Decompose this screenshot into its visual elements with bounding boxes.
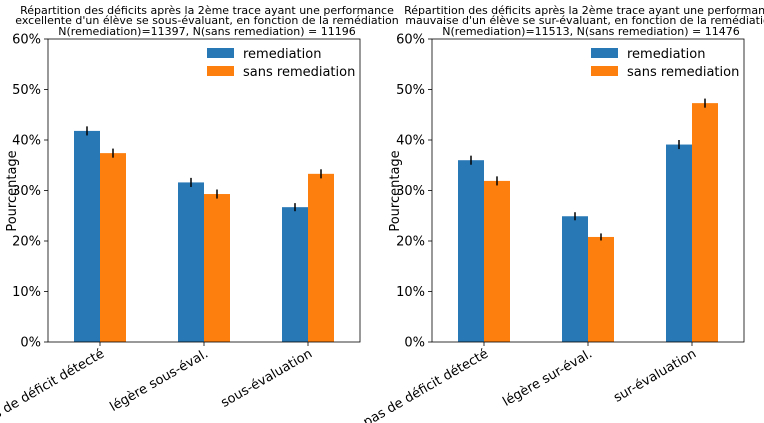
bar-remediation-2 <box>282 207 308 342</box>
x-tick-label: pas de déficit détecté <box>0 346 107 423</box>
bars-right <box>458 98 718 342</box>
y-tick-label: 60% <box>396 33 425 48</box>
y-tick-label: 50% <box>396 83 425 98</box>
y-tick-label: 0% <box>404 336 425 351</box>
x-tick-label: sur-évaluation <box>611 346 699 405</box>
y-tick-label: 50% <box>12 83 41 98</box>
bar-remediation-1 <box>562 216 588 342</box>
legend-label-remediation: remediation <box>243 47 321 62</box>
legend-label-remediation: remediation <box>627 47 705 62</box>
chart-title-line-1: Répartition des déficits après la 2ème t… <box>404 4 764 17</box>
y-tick-label: 10% <box>396 285 425 300</box>
legend-right: remediation sans remediation <box>591 47 739 80</box>
bar-sans-remediation-1 <box>204 194 230 342</box>
chart-title-line-2: excellente d'un élève se sous-évaluant, … <box>15 14 399 27</box>
chart-title-line-1: Répartition des déficits après la 2ème t… <box>20 4 394 17</box>
x-tick-label: sous-évaluation <box>218 346 315 410</box>
y-tick-label: 30% <box>12 184 41 199</box>
chart-title-line-2: mauvaise d'un élève se sur-évaluant, en … <box>405 14 764 27</box>
x-tick-label: légère sous-éval. <box>107 346 211 414</box>
bar-sans-remediation-2 <box>692 103 718 342</box>
legend-swatch-remediation <box>591 48 618 58</box>
bar-remediation-1 <box>178 182 204 342</box>
chart-right: Répartition des déficits après la 2ème t… <box>361 4 764 423</box>
x-tick-label: pas de déficit détecté <box>361 346 491 423</box>
bar-remediation-0 <box>74 130 100 342</box>
y-tick-label: 20% <box>12 235 41 250</box>
bar-sans-remediation-2 <box>308 173 334 342</box>
y-tick-label: 30% <box>396 184 425 199</box>
y-tick-label: 0% <box>20 336 41 351</box>
chart-left: Répartition des déficits après la 2ème t… <box>0 4 399 423</box>
x-tick-label: légère sur-éval. <box>500 346 595 409</box>
y-axis-label: Pourcentage <box>388 150 403 231</box>
bar-remediation-0 <box>458 160 484 342</box>
chart-title-line-3: N(remediation)=11513, N(sans remediation… <box>442 25 739 38</box>
legend-label-sans-remediation: sans remediation <box>627 65 739 80</box>
chart-title-line-3: N(remediation)=11397, N(sans remediation… <box>58 25 355 38</box>
bar-remediation-2 <box>666 144 692 342</box>
legend-swatch-sans-remediation <box>207 66 234 76</box>
y-tick-label: 40% <box>12 134 41 149</box>
y-tick-label: 20% <box>396 235 425 250</box>
legend-left: remediation sans remediation <box>207 47 355 80</box>
y-axis-label: Pourcentage <box>5 150 20 231</box>
y-tick-label: 40% <box>396 134 425 149</box>
bar-sans-remediation-0 <box>484 180 510 342</box>
bars-left <box>74 126 334 342</box>
y-tick-label: 60% <box>12 33 41 48</box>
legend-swatch-sans-remediation <box>591 66 618 76</box>
y-tick-label: 10% <box>12 285 41 300</box>
legend-label-sans-remediation: sans remediation <box>243 65 355 80</box>
legend-swatch-remediation <box>207 48 234 58</box>
bar-sans-remediation-1 <box>588 236 614 342</box>
bar-sans-remediation-0 <box>100 153 126 342</box>
